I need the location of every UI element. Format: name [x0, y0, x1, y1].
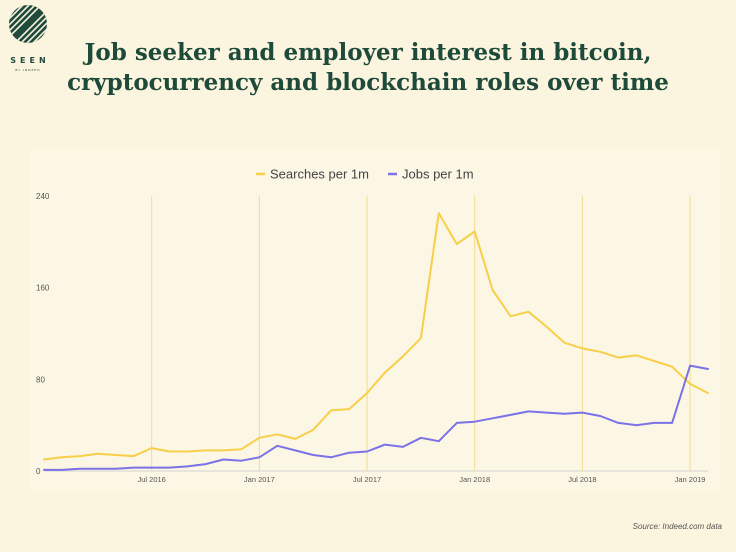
y-tick-label: 160 — [36, 284, 50, 293]
source-note: Source: Indeed.com data — [632, 522, 722, 531]
page-title: Job seeker and employer interest in bitc… — [60, 38, 676, 98]
y-tick-label: 240 — [36, 192, 50, 201]
plot-area — [30, 150, 720, 490]
y-tick-label: 80 — [36, 375, 45, 384]
seen-logo: SEEN BY INDEED — [6, 4, 50, 84]
x-tick-label: Jan 2017 — [244, 475, 275, 484]
x-tick-label: Jan 2019 — [675, 475, 706, 484]
x-tick-label: Jul 2016 — [137, 475, 165, 484]
logo-mark-icon — [9, 5, 47, 43]
title-line-2: cryptocurrency and blockchain roles over… — [67, 69, 669, 96]
y-tick-label: 0 — [36, 467, 41, 476]
series-line-searches — [43, 212, 709, 461]
logo-tagline: BY INDEED — [15, 68, 41, 72]
x-tick-label: Jul 2017 — [353, 475, 381, 484]
title-line-1: Job seeker and employer interest in bitc… — [84, 39, 652, 66]
x-tick-label: Jul 2018 — [568, 475, 596, 484]
legend-searches-label: Searches per 1m — [270, 167, 369, 182]
logo-word: SEEN — [10, 56, 50, 65]
legend-jobs-label: Jobs per 1m — [402, 167, 474, 182]
x-tick-label: Jan 2018 — [459, 475, 490, 484]
series-line-jobs — [43, 364, 709, 471]
